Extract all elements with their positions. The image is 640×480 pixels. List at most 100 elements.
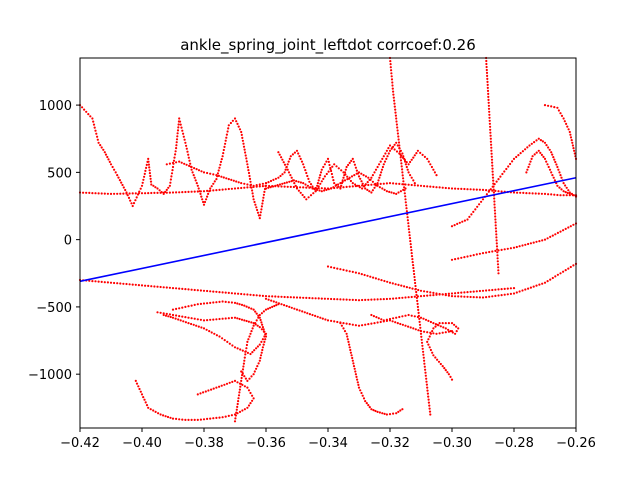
data-point [428, 407, 431, 410]
data-point [260, 340, 263, 343]
data-point [491, 173, 494, 176]
data-point [438, 322, 441, 325]
data-point [393, 143, 396, 146]
data-point [408, 234, 411, 237]
data-point [387, 147, 390, 150]
data-point [256, 208, 259, 212]
data-point [162, 286, 165, 289]
data-point [251, 394, 254, 397]
data-point [248, 335, 251, 338]
data-point [354, 324, 357, 327]
data-point [323, 163, 326, 166]
data-point [367, 183, 370, 187]
data-point [413, 184, 416, 187]
data-point [413, 154, 416, 157]
data-point [193, 167, 196, 170]
data-point [199, 190, 202, 193]
data-point [409, 246, 413, 249]
data-point [261, 182, 264, 185]
data-point [186, 150, 189, 153]
data-point [491, 164, 494, 167]
data-point [537, 192, 540, 195]
data-point [234, 417, 237, 420]
data-point [262, 193, 265, 196]
data-point [330, 172, 333, 176]
data-point [487, 101, 490, 104]
data-point [553, 193, 556, 196]
data-point [569, 133, 572, 136]
data-point [351, 323, 354, 326]
data-point [83, 108, 86, 111]
data-point [435, 174, 438, 177]
data-point [364, 323, 367, 326]
data-point [179, 123, 182, 126]
data-point [258, 343, 261, 346]
data-point [251, 327, 254, 330]
data-point [472, 210, 475, 213]
data-point [289, 174, 292, 177]
data-point [252, 198, 255, 201]
data-point [261, 202, 264, 205]
data-point [495, 233, 498, 236]
data-point [469, 290, 472, 293]
data-point [286, 185, 289, 188]
data-point [417, 314, 420, 317]
data-point [546, 163, 549, 166]
data-point [391, 282, 394, 285]
data-point [317, 297, 320, 300]
data-point [478, 252, 481, 255]
data-point [441, 365, 444, 368]
data-point [373, 171, 376, 174]
data-point [247, 320, 250, 323]
data-point [222, 148, 225, 152]
data-point [326, 319, 330, 322]
data-point [142, 396, 145, 399]
data-point [342, 171, 345, 174]
data-point [346, 175, 349, 178]
data-point [231, 380, 234, 383]
data-point [209, 417, 212, 420]
data-point [428, 410, 432, 413]
data-point [289, 185, 292, 188]
data-point [314, 297, 317, 300]
data-point [432, 332, 435, 335]
data-point [339, 182, 342, 185]
data-point [304, 169, 307, 172]
data-point [159, 285, 162, 289]
data-point [168, 191, 171, 194]
data-point [177, 318, 180, 321]
data-point [236, 347, 239, 350]
data-point [431, 330, 434, 333]
data-point [455, 330, 458, 333]
data-point [497, 266, 500, 269]
data-point [260, 208, 263, 211]
data-point [441, 293, 444, 296]
data-point [202, 190, 206, 193]
data-point [246, 163, 249, 166]
data-point [348, 323, 351, 326]
data-point [229, 121, 232, 125]
data-point [348, 185, 351, 188]
data-point [556, 231, 560, 234]
data-point [252, 294, 255, 297]
data-point [171, 417, 175, 420]
data-point [357, 324, 361, 327]
data-point [181, 418, 184, 421]
data-point [552, 176, 555, 179]
data-point [377, 278, 380, 281]
data-point [162, 191, 165, 194]
data-point [425, 377, 428, 380]
data-point [224, 139, 227, 142]
data-point [199, 192, 202, 195]
data-point [299, 181, 302, 184]
data-point [289, 155, 292, 158]
data-point [324, 318, 327, 321]
data-point [147, 192, 150, 195]
data-point [238, 317, 241, 321]
data-point [496, 263, 500, 266]
data-point [539, 151, 542, 154]
data-point [392, 93, 395, 96]
data-point [218, 335, 221, 338]
data-point [96, 135, 99, 138]
data-point [485, 68, 488, 72]
